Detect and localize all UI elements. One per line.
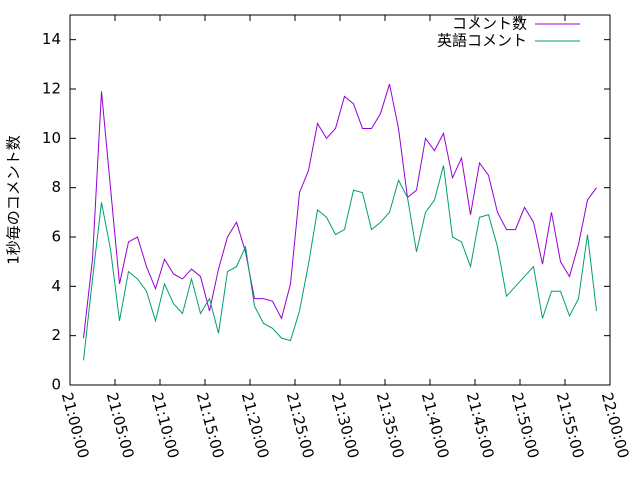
legend-label: コメント数 xyxy=(452,15,527,33)
x-tick-label: 21:35:00 xyxy=(373,391,408,461)
x-tick-label: 21:45:00 xyxy=(463,391,498,461)
x-tick-label: 21:05:00 xyxy=(103,391,138,461)
y-tick-label: 4 xyxy=(51,277,61,295)
y-tick-label: 10 xyxy=(42,129,61,147)
x-tick-label: 21:55:00 xyxy=(553,391,588,461)
y-tick-label: 14 xyxy=(42,30,61,48)
y-tick-label: 8 xyxy=(51,178,61,196)
x-tick-label: 22:00:00 xyxy=(598,391,633,461)
x-tick-label: 21:00:00 xyxy=(58,391,93,461)
y-tick-label: 12 xyxy=(42,80,61,98)
plot-frame xyxy=(69,14,611,386)
x-tick-label: 21:10:00 xyxy=(148,391,183,461)
y-tick-label: 2 xyxy=(51,326,61,344)
x-tick-label: 21:50:00 xyxy=(508,391,543,461)
series-line xyxy=(83,165,597,361)
x-tick-label: 21:30:00 xyxy=(328,391,363,461)
series-line xyxy=(83,83,597,339)
legend-label: 英語コメント xyxy=(437,32,527,50)
x-tick-label: 21:40:00 xyxy=(418,391,453,461)
y-tick-label: 6 xyxy=(51,228,61,246)
x-tick-label: 21:15:00 xyxy=(193,391,228,461)
y-tick-label: 0 xyxy=(51,376,61,394)
y-axis-label: 1秒毎のコメント数 xyxy=(5,135,23,265)
x-tick-label: 21:20:00 xyxy=(238,391,273,461)
x-tick-label: 21:25:00 xyxy=(283,391,318,461)
